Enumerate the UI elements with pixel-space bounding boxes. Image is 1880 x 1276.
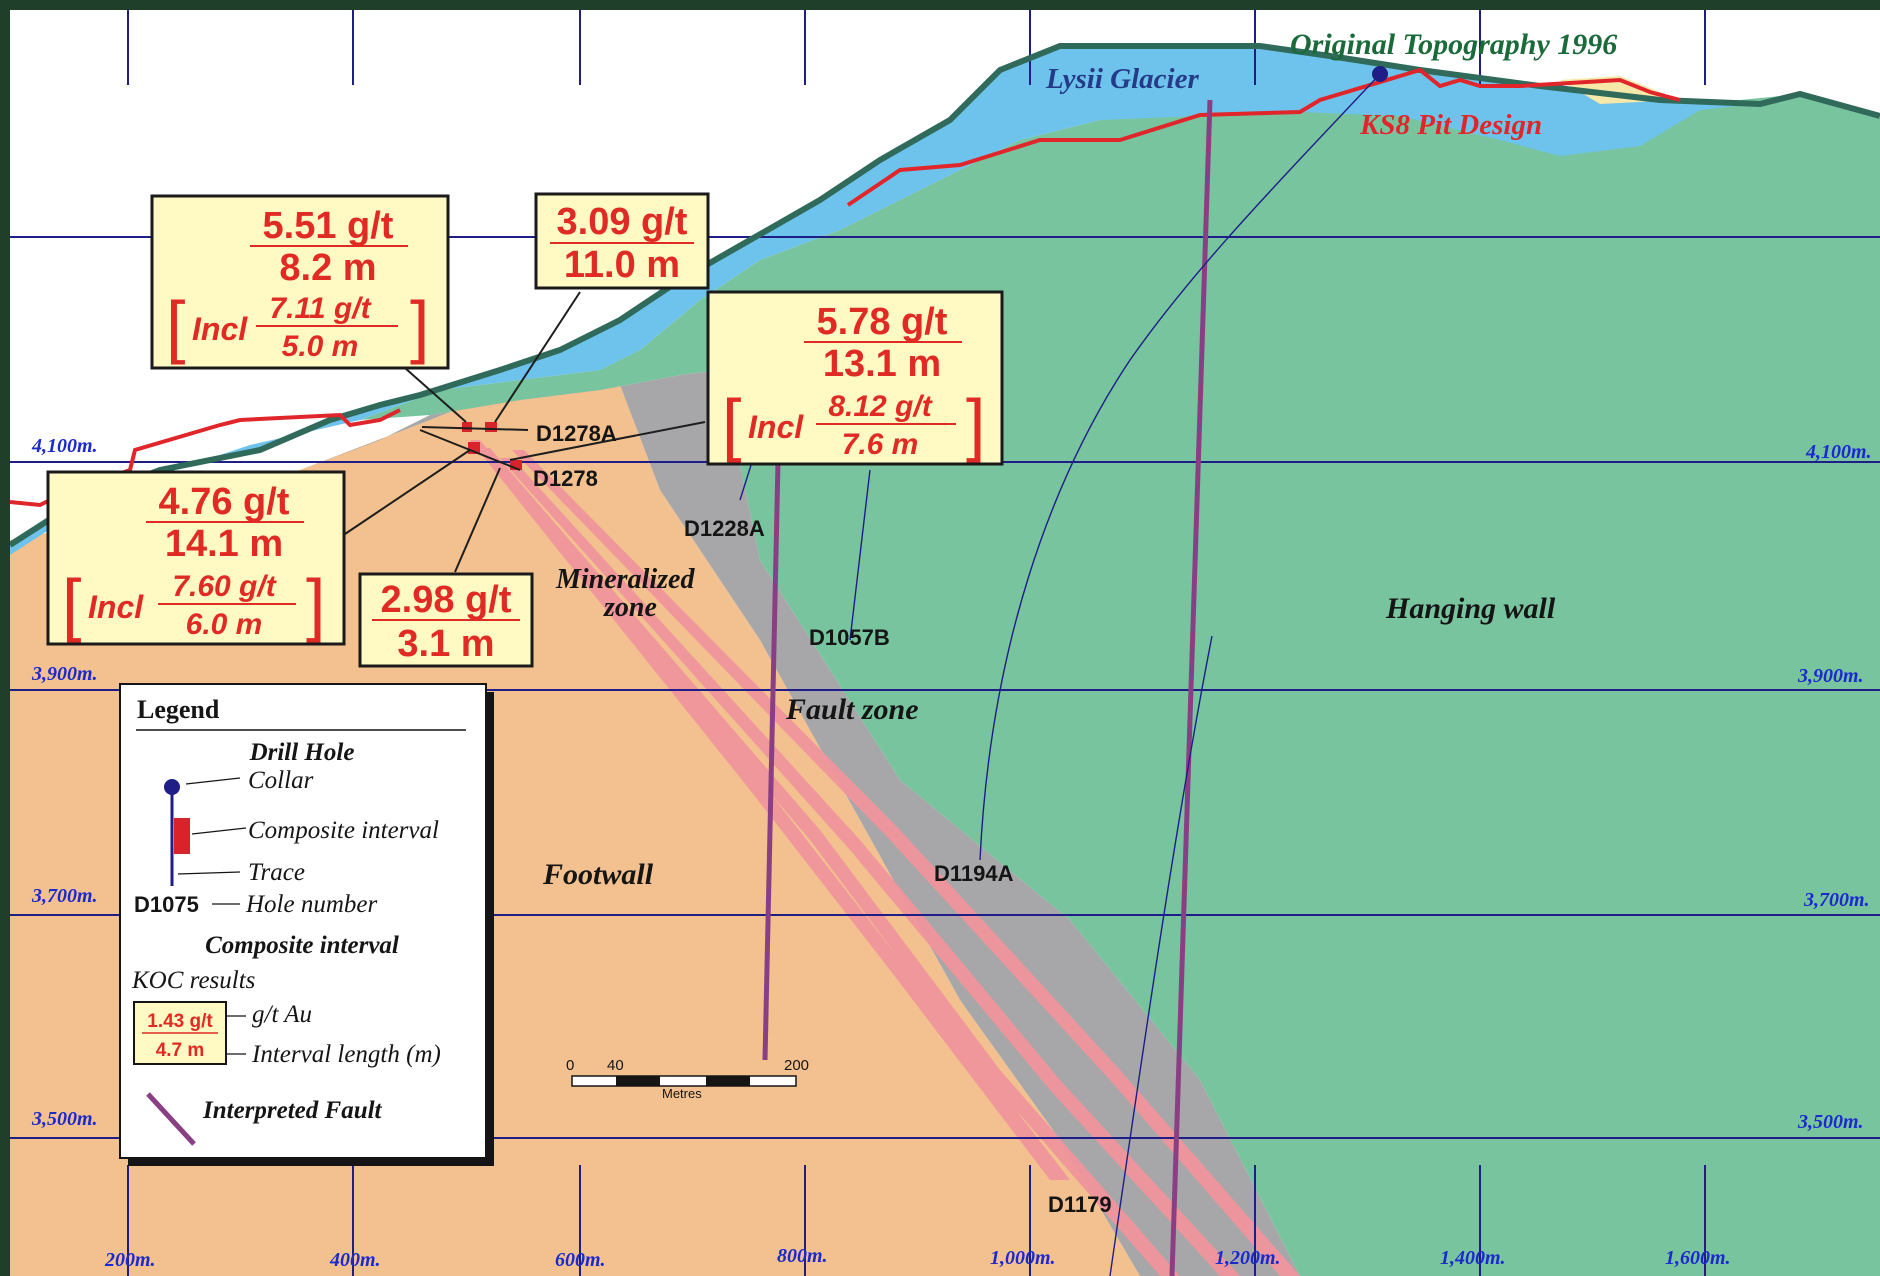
glacier-label: Lysii Glacier [1045,63,1199,95]
elev-label-3700-left: 3,700m. [31,885,98,907]
easting-label-600: 600m. [555,1249,606,1271]
easting-label-1000: 1,000m. [990,1247,1056,1269]
result-3-incl-length: 7.6 m [842,428,919,461]
result-3-bracket-left: [ [722,385,741,463]
legend-composite: Composite interval [248,817,439,844]
result-4-bracket-right: ] [306,565,325,643]
elev-label-4100-left: 4,100m. [31,435,98,457]
elev-label-3900-right: 3,900m. [1797,665,1864,687]
easting-label-800: 800m. [777,1245,828,1267]
legend-interval-length: Interval length (m) [251,1041,441,1068]
pit-design-label: KS8 Pit Design [1359,109,1542,141]
mineralized-zone-label-line1: Mineralized [555,564,695,595]
legend-hole-id: D1075 [134,892,199,917]
result-4-incl-grade: 7.60 g/t [172,570,277,603]
result-3-incl-grade: 8.12 g/t [828,390,933,423]
elev-label-3900-left: 3,900m. [31,663,98,685]
result-5-length: 3.1 m [397,623,494,665]
mineralized-zone-label-line2: zone [603,592,657,623]
result-box-5: 2.98 g/t 3.1 m [360,574,532,666]
collar-dot [1372,66,1388,82]
result-1-bracket-left: [ [166,287,185,365]
hole-label-d1194a: D1194A [934,861,1014,886]
legend-hole-number: Hole number [245,891,377,918]
result-1-incl-grade: 7.11 g/t [269,292,372,325]
scale-mid: 40 [607,1057,624,1074]
legend-composite-title: Composite interval [205,932,399,959]
result-4-bracket-left: [ [62,565,81,643]
result-4-length: 14.1 m [165,523,283,565]
result-1-incl-length: 5.0 m [282,330,359,363]
legend-collar-icon [164,779,180,795]
legend-fault: Interpreted Fault [202,1097,383,1124]
elev-label-3500-left: 3,500m. [31,1108,98,1130]
result-3-bracket-right: ] [966,385,985,463]
fault-zone-label: Fault zone [785,693,919,726]
result-4-incl-length: 6.0 m [186,608,263,641]
hole-label-d1228a: D1228A [684,516,765,541]
scale-unit: Metres [662,1086,702,1101]
easting-label-1200: 1,200m. [1215,1247,1281,1269]
legend-sample-grade: 1.43 g/t [147,1011,213,1032]
result-4-grade: 4.76 g/t [159,481,290,523]
legend-composite-icon [174,818,190,854]
easting-label-1600: 1,600m. [1665,1247,1731,1269]
legend-gt-au: g/t Au [252,1001,312,1028]
hole-label-d1278a: D1278A [536,421,617,446]
elev-label-3500-right: 3,500m. [1797,1111,1864,1133]
elev-label-4100-right: 4,100m. [1805,441,1872,463]
result-1-grade: 5.51 g/t [263,205,394,247]
legend-koc: KOC results [131,967,255,994]
easting-label-200: 200m. [104,1249,156,1271]
result-2-length: 11.0 m [564,244,680,286]
legend: Legend Drill Hole Collar Composite inter… [120,684,494,1166]
result-1-incl: Incl [192,311,248,347]
result-box-2: 3.09 g/t 11.0 m [536,194,708,288]
scale-end: 200 [784,1057,809,1074]
result-box-4: 4.76 g/t 14.1 m [ Incl 7.60 g/t 6.0 m ] [48,472,344,644]
result-4-incl: Incl [88,589,144,625]
result-1-bracket-right: ] [410,287,429,365]
result-2-grade: 3.09 g/t [557,201,688,243]
result-3-length: 13.1 m [823,343,941,385]
scale-start: 0 [566,1057,574,1074]
result-box-1: 5.51 g/t 8.2 m [ Incl 7.11 g/t 5.0 m ] [152,196,448,368]
result-3-grade: 5.78 g/t [817,301,948,343]
legend-collar: Collar [248,767,314,794]
hole-label-d1057b: D1057B [809,625,890,650]
legend-drill-hole: Drill Hole [249,739,355,766]
result-1-length: 8.2 m [279,247,376,289]
hole-label-d1278: D1278 [533,466,598,491]
hole-label-d1179: D1179 [1048,1192,1112,1217]
elev-label-3700-right: 3,700m. [1803,889,1870,911]
result-box-3: 5.78 g/t 13.1 m [ Incl 8.12 g/t 7.6 m ] [708,292,1002,464]
easting-label-400: 400m. [329,1249,381,1271]
legend-sample-length: 4.7 m [156,1040,205,1061]
result-5-grade: 2.98 g/t [381,579,512,621]
legend-title: Legend [137,695,220,724]
result-3-incl: Incl [748,409,804,445]
legend-trace: Trace [248,859,305,886]
footwall-label: Footwall [542,858,654,891]
easting-label-1400: 1,400m. [1440,1247,1506,1269]
hanging-wall-label: Hanging wall [1385,592,1556,625]
topography-label: Original Topography 1996 [1290,28,1617,61]
